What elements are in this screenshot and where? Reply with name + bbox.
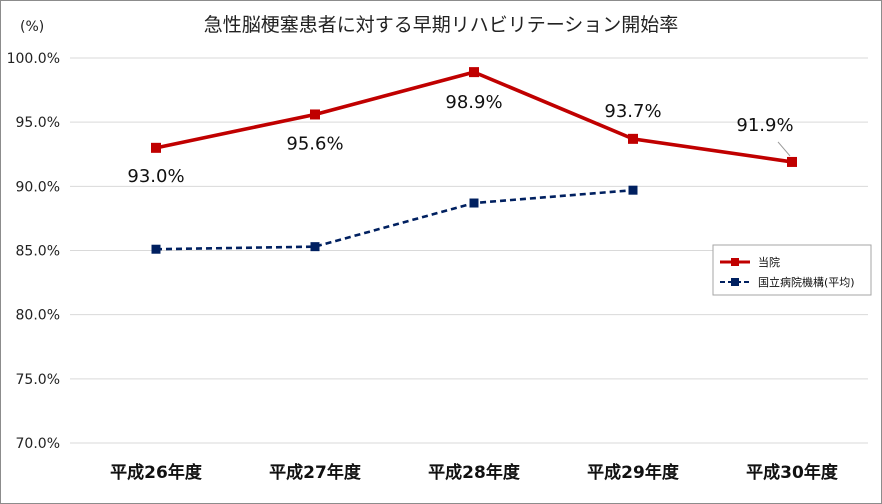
x-tick-label: 平成27年度 xyxy=(269,462,362,483)
series-nho-average xyxy=(151,185,638,254)
legend-marker-nho-average xyxy=(731,278,739,286)
data-label: 93.0% xyxy=(127,166,184,187)
series-line-toin xyxy=(155,70,793,164)
data-label: 93.7% xyxy=(604,101,661,122)
y-axis-ticks: 100.0% 95.0% 90.0% 85.0% 80.0% 75.0% 70.0% xyxy=(7,51,60,452)
data-label: 91.9% xyxy=(736,115,793,136)
y-tick-label: 100.0% xyxy=(7,51,60,67)
y-tick-label: 70.0% xyxy=(16,436,60,452)
gridlines xyxy=(70,57,868,444)
x-tick-label: 平成30年度 xyxy=(746,462,839,483)
legend-label-toin: 当院 xyxy=(758,255,780,269)
data-point xyxy=(151,244,161,254)
data-point xyxy=(310,109,320,120)
data-label-leader xyxy=(777,141,791,157)
legend-marker-toin xyxy=(731,258,739,266)
chart-title: 急性脳梗塞患者に対する早期リハビリテーション開始率 xyxy=(204,14,679,36)
legend: 当院 国立病院機構(平均) xyxy=(712,244,872,296)
y-tick-label: 95.0% xyxy=(16,115,60,131)
y-tick-label: 80.0% xyxy=(16,308,60,324)
x-tick-label: 平成29年度 xyxy=(587,462,680,483)
y-tick-label: 90.0% xyxy=(16,179,60,195)
series-layer: 93.0% 95.6% 98.9% 93.7% 91.9% xyxy=(127,67,797,254)
legend-box xyxy=(712,244,872,296)
legend-label-nho-average: 国立病院機構(平均) xyxy=(758,275,855,289)
data-point xyxy=(469,198,479,208)
data-point xyxy=(628,133,638,144)
data-point xyxy=(310,242,320,252)
series-line-nho-average xyxy=(155,188,634,251)
x-tick-label: 平成28年度 xyxy=(428,462,521,483)
data-label: 98.9% xyxy=(445,92,502,113)
x-axis-ticks: 平成26年度 平成27年度 平成28年度 平成29年度 平成30年度 xyxy=(110,462,839,483)
data-point xyxy=(151,142,161,153)
y-unit-label: (%) xyxy=(20,19,44,35)
data-point xyxy=(469,67,479,78)
x-tick-label: 平成26年度 xyxy=(110,462,203,483)
y-tick-label: 85.0% xyxy=(16,244,60,260)
series-toin: 93.0% 95.6% 98.9% 93.7% 91.9% xyxy=(127,67,797,187)
data-label: 95.6% xyxy=(286,133,343,154)
data-point xyxy=(787,156,797,167)
y-tick-label: 75.0% xyxy=(16,372,60,388)
data-point xyxy=(628,185,638,195)
